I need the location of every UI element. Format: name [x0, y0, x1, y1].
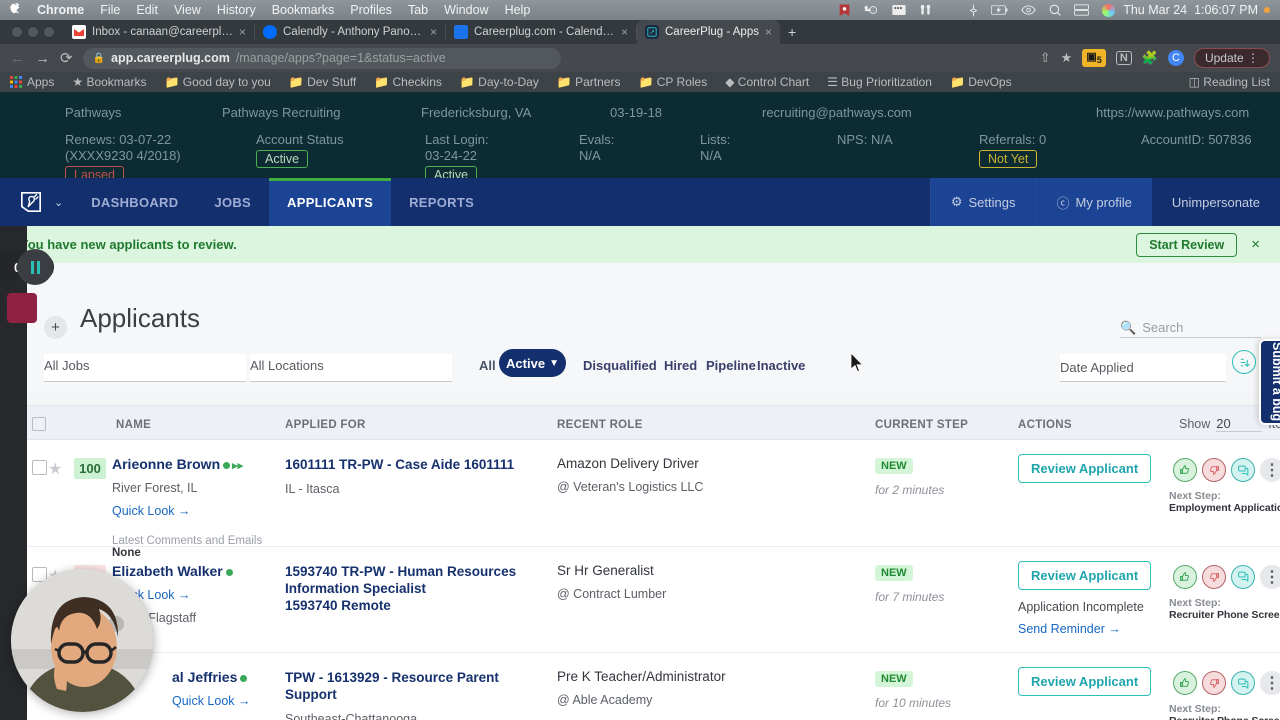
- svg-text:i: i: [873, 8, 874, 13]
